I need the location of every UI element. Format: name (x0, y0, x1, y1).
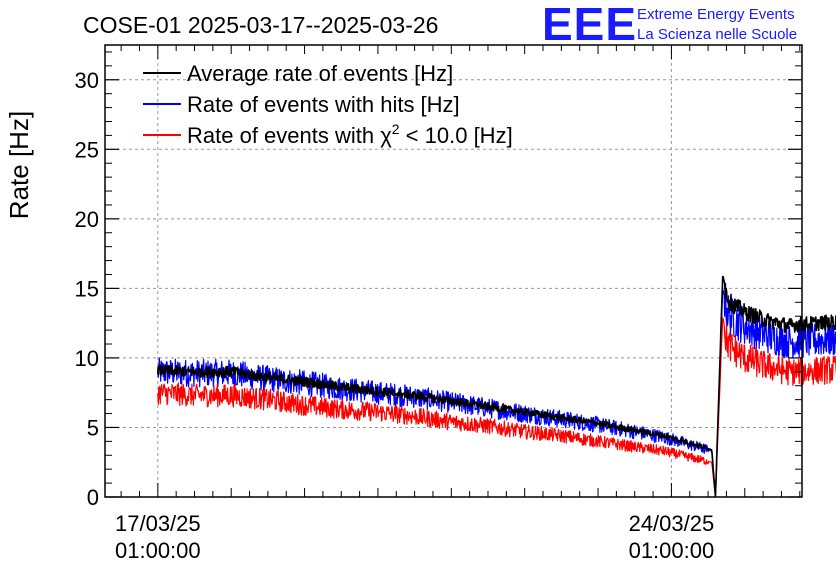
eee-logo: EEE Extreme Energy Events La Scienza nel… (542, 0, 797, 50)
y-tick-label: 20 (75, 207, 99, 232)
x-tick-label-date: 17/03/25 (115, 511, 201, 536)
y-tick-label: 30 (75, 68, 99, 93)
y-tick-label: 5 (87, 415, 99, 440)
series-line-0 (157, 275, 836, 498)
plot-border (104, 44, 803, 498)
legend-entry-label: Rate of events with χ2 < 10.0 [Hz] (187, 121, 513, 148)
x-tick-label-time: 01:00:00 (629, 538, 715, 563)
x-tick-label-time: 01:00:00 (115, 538, 201, 563)
legend-entry-label: Average rate of events [Hz] (187, 61, 453, 86)
chart-title: COSE-01 2025-03-17--2025-03-26 (83, 12, 438, 38)
axis-ticks (105, 45, 802, 498)
y-tick-label: 0 (87, 485, 99, 510)
series-line-2 (157, 317, 836, 498)
x-tick-label-date: 24/03/25 (629, 511, 715, 536)
legend-entry-label: Rate of events with hits [Hz] (187, 92, 460, 117)
eee-logo-line2: La Scienza nelle Scuole (637, 26, 797, 43)
y-tick-label: 25 (75, 137, 99, 162)
y-tick-label: 10 (75, 346, 99, 371)
y-axis-label: Rate [Hz] (4, 111, 34, 219)
eee-logo-mark: EEE (542, 0, 637, 50)
y-tick-label: 15 (75, 276, 99, 301)
eee-logo-line1: Extreme Energy Events (637, 6, 795, 23)
series-group (157, 275, 836, 498)
tick-labels: 05101520253017/03/2501:00:0024/03/2501:0… (75, 68, 715, 563)
legend: Average rate of events [Hz] Rate of event… (143, 61, 513, 148)
plot-frame (104, 44, 803, 498)
grid-lines (105, 45, 802, 497)
